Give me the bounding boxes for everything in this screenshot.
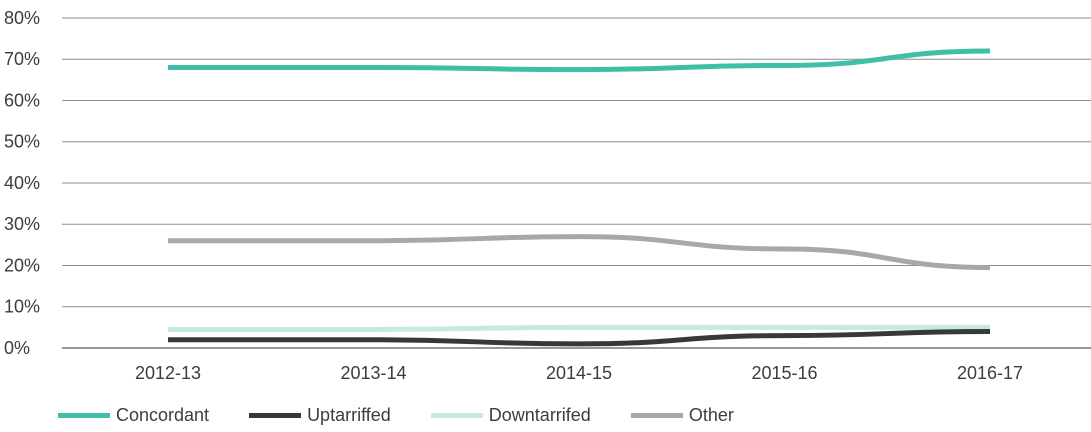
y-tick-label: 20% bbox=[4, 255, 40, 275]
legend-item-concordant: Concordant bbox=[58, 405, 209, 426]
series-line-uptarriffed bbox=[168, 329, 991, 347]
y-tick-label: 0% bbox=[4, 338, 30, 358]
legend-item-uptarriffed: Uptarriffed bbox=[249, 405, 391, 426]
y-tick-label: 10% bbox=[4, 297, 40, 317]
y-axis-tick-labels: 0% 10% 20% 30% 40% 50% 60% 70% 80% bbox=[4, 8, 40, 358]
legend-label: Downtarrifed bbox=[488, 404, 591, 425]
legend-item-downtarrifed: Downtarrifed bbox=[430, 404, 591, 426]
x-tick-label: 2012-13 bbox=[135, 363, 201, 383]
x-axis-tick-labels: 2012-13 2013-14 2014-15 2015-16 2016-17 bbox=[135, 363, 1023, 383]
legend-label: Concordant bbox=[116, 404, 210, 425]
y-tick-label: 30% bbox=[4, 214, 40, 234]
x-tick-label: 2013-14 bbox=[340, 363, 406, 383]
legend-swatch bbox=[630, 412, 683, 418]
legend-label: Uptarriffed bbox=[307, 404, 391, 425]
legend-swatch bbox=[430, 412, 483, 418]
legend-label: Other bbox=[688, 404, 734, 425]
legend-swatch bbox=[249, 412, 302, 418]
y-tick-label: 50% bbox=[4, 132, 40, 152]
y-tick-label: 80% bbox=[4, 8, 40, 28]
y-tick-label: 40% bbox=[4, 173, 40, 193]
y-tick-label: 60% bbox=[4, 90, 40, 110]
series-line-concordant bbox=[168, 48, 991, 73]
series-line-downtarrifed bbox=[167, 324, 990, 332]
gridlines bbox=[62, 17, 1091, 349]
legend: Concordant Uptarriffed Downtarrifed Other bbox=[58, 401, 774, 429]
x-tick-label: 2015-16 bbox=[751, 363, 817, 383]
line-chart: 0% 10% 20% 30% 40% 50% 60% 70% 80% 2012-13 2013-1… bbox=[4, 8, 1091, 383]
x-tick-label: 2014-15 bbox=[546, 363, 612, 383]
series-lines bbox=[167, 48, 991, 347]
series-line-other bbox=[168, 234, 991, 271]
legend-item-other: Other bbox=[630, 404, 734, 426]
y-tick-label: 70% bbox=[4, 49, 40, 69]
x-tick-label: 2016-17 bbox=[957, 363, 1023, 383]
legend-swatch bbox=[58, 412, 110, 418]
